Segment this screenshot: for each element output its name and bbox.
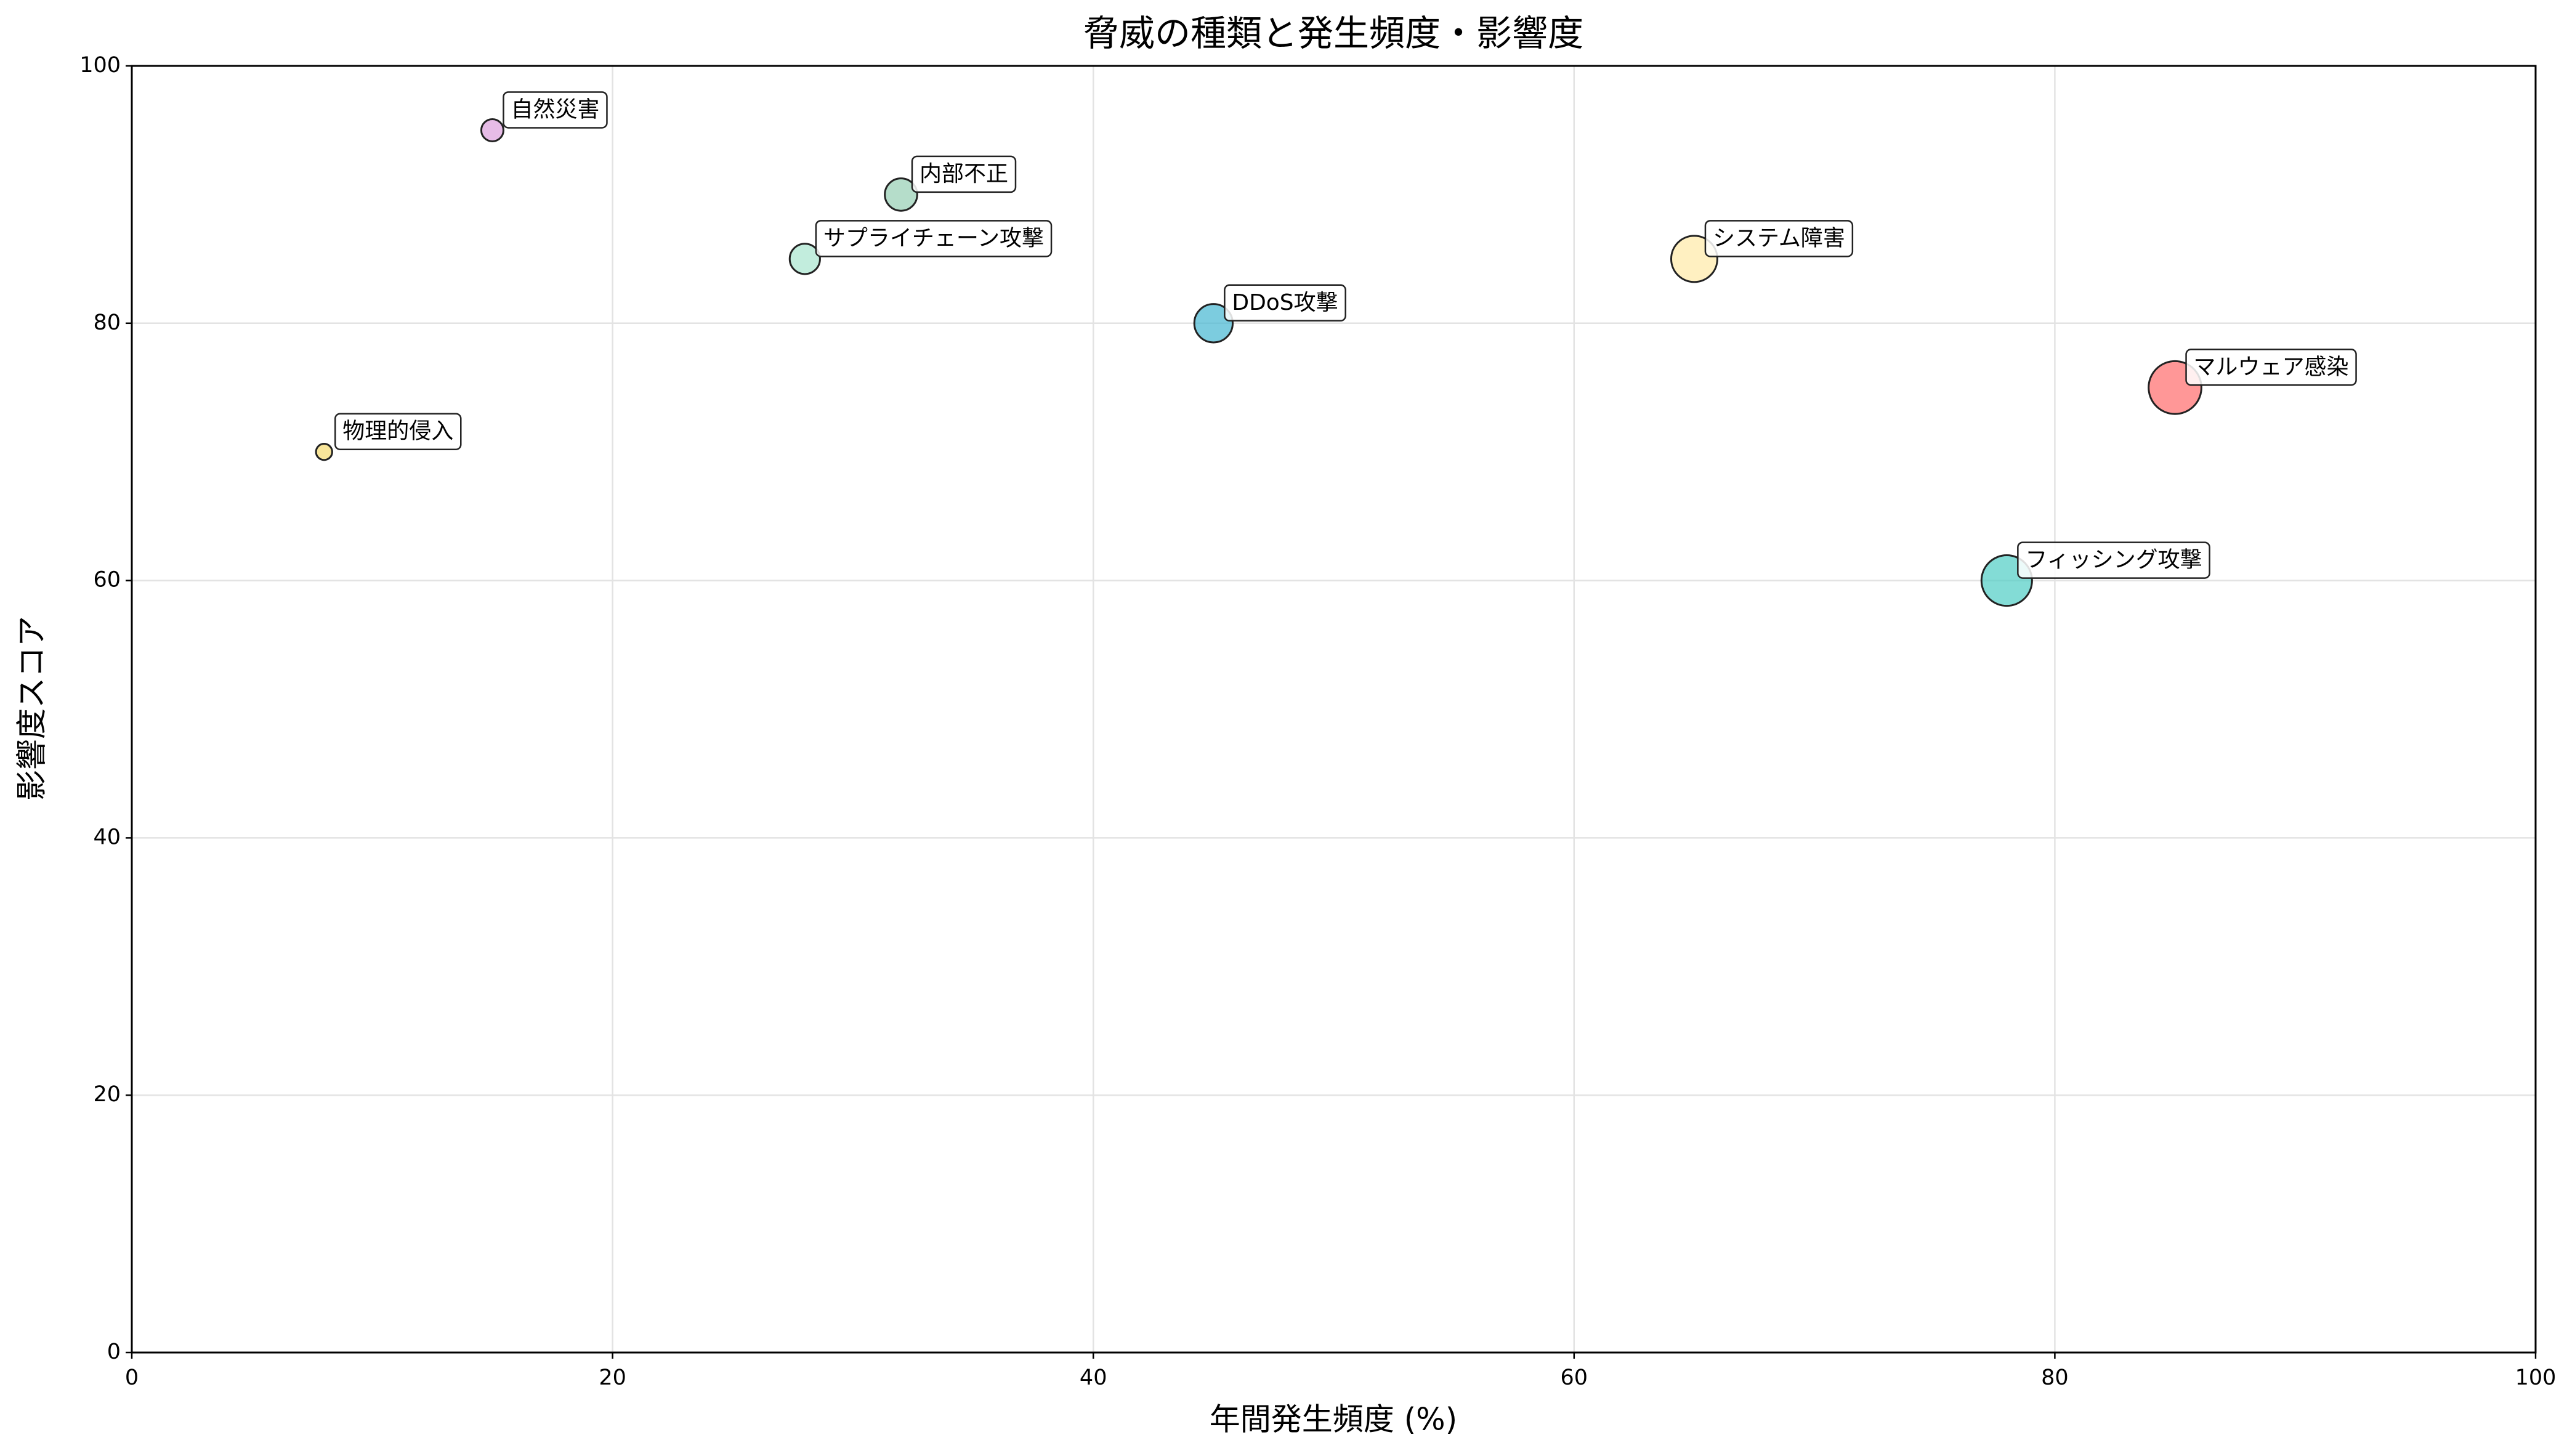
annotation-box [2185,349,2357,386]
annotation-label: システム障害 [1713,225,1845,251]
plot-frame [131,65,2537,1354]
annotation-box [911,155,1017,193]
annotation: DDoS攻撃 [1224,284,1346,322]
annotation: サプライチェーン攻撃 [815,220,1053,257]
annotation: 内部不正 [911,155,1017,193]
annotation: マルウェア感染 [2185,349,2357,386]
bubble [884,177,918,212]
annotation-box [1224,284,1346,322]
y-tick-label: 0 [107,1340,121,1364]
chart-title: 脅威の種類と発生頻度・影響度 [1083,12,1583,54]
x-tick-label: 100 [2515,1365,2557,1390]
y-tick-label: 60 [93,568,121,593]
annotation: システム障害 [1704,220,1854,257]
annotation-label: サプライチェーン攻撃 [823,225,1044,251]
y-tick-label: 20 [93,1082,121,1107]
x-tick-label: 20 [599,1365,626,1390]
annotation: 自然災害 [503,91,608,129]
annotation-box [334,413,462,450]
x-tick-label: 60 [1561,1365,1588,1390]
annotation-label: 物理的侵入 [342,419,453,444]
y-tick-label: 100 [79,53,121,78]
annotation-label: DDoS攻撃 [1232,290,1338,315]
annotation: フィッシング攻撃 [2017,541,2210,579]
annotation: 物理的侵入 [334,413,462,450]
x-tick-label: 0 [125,1365,139,1390]
x-tick-label: 40 [1080,1365,1107,1390]
annotation-box [815,220,1053,257]
annotation-box [503,91,608,129]
bubble [480,118,504,142]
x-axis-label: 年間発生頻度 (%) [1210,1402,1457,1438]
annotation-box [2017,541,2210,579]
annotation-box [1704,220,1854,257]
x-tick-label: 80 [2041,1365,2069,1390]
annotation-label: フィッシング攻撃 [2025,548,2202,573]
annotation-label: 自然災害 [511,97,599,122]
bubble [1193,303,1234,344]
y-axis-label: 影響度スコア [14,616,50,801]
y-tick-label: 40 [93,825,121,849]
y-tick-label: 80 [93,310,121,335]
bubble [315,443,333,461]
annotation-label: マルウェア感染 [2194,354,2349,379]
bubble [788,243,821,275]
annotation-label: 内部不正 [920,161,1008,187]
